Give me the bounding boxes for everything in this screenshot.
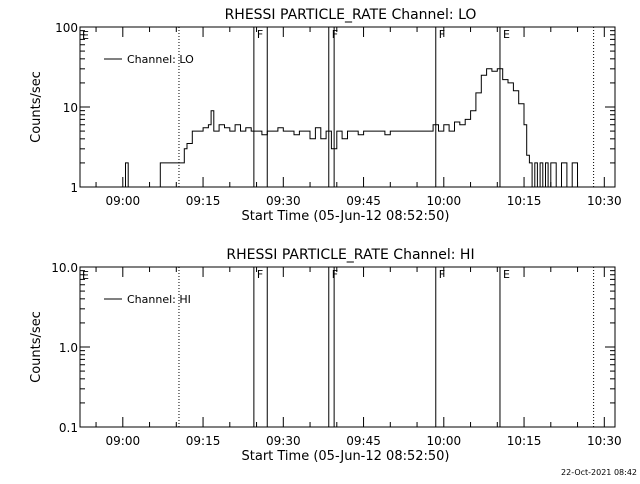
x-tick-label: 10:15 [507, 434, 542, 448]
y-axis-label: Counts/sec [29, 71, 44, 143]
y-axis-label: Counts/sec [29, 311, 44, 383]
x-tick-label: 10:00 [427, 194, 462, 208]
legend-label: Channel: HI [127, 293, 191, 306]
legend-label: Channel: LO [127, 53, 194, 66]
corner-flag-label: E [82, 29, 89, 42]
x-tick-label: 09:30 [266, 434, 301, 448]
x-tick-label: 09:30 [266, 194, 301, 208]
x-tick-label: 09:45 [346, 194, 381, 208]
x-tick-label: 10:00 [427, 434, 462, 448]
flag-marker-label: F [439, 28, 445, 41]
x-tick-label: 09:00 [106, 434, 141, 448]
plot-frame [79, 266, 616, 428]
footer-timestamp: 22-Oct-2021 08:42 [561, 468, 637, 477]
chart-panel-1: RHESSI PARTICLE_RATE Channel: HI 0.1 1.0 10… [29, 247, 622, 464]
x-tick-label: 09:15 [186, 434, 221, 448]
flag-marker-label: F [439, 268, 445, 281]
flag-marker-label: E [503, 28, 510, 41]
x-axis-label: Start Time (05-Jun-12 08:52:50) [242, 449, 450, 464]
x-tick-label: 10:30 [587, 434, 622, 448]
y-tick-label: 10.0 [51, 261, 78, 275]
x-tick-label: 09:45 [346, 434, 381, 448]
flag-marker-label: E [503, 268, 510, 281]
y-tick-label: 100 [55, 21, 78, 35]
x-tick-label: 10:30 [587, 194, 622, 208]
x-axis-label: Start Time (05-Jun-12 08:52:50) [242, 209, 450, 224]
chart-title: RHESSI PARTICLE_RATE Channel: HI [226, 247, 474, 263]
chart-panel-0: RHESSI PARTICLE_RATE Channel: LO 1 10 100 09… [29, 7, 622, 224]
y-tick-label: 0.1 [59, 421, 78, 435]
flag-marker-label: F [332, 28, 338, 41]
x-tick-label: 09:00 [106, 194, 141, 208]
x-tick-label: 10:15 [507, 194, 542, 208]
flag-marker-label: F [332, 268, 338, 281]
flag-marker-label: F [257, 268, 263, 281]
series-line-0 [122, 68, 578, 188]
y-tick-label: 10 [63, 101, 78, 115]
x-tick-label: 09:15 [186, 194, 221, 208]
y-tick-label: 1 [70, 181, 78, 195]
corner-flag-label: E [82, 269, 89, 282]
y-tick-label: 1.0 [59, 341, 78, 355]
flag-marker-label: F [257, 28, 263, 41]
chart-title: RHESSI PARTICLE_RATE Channel: LO [225, 7, 477, 23]
